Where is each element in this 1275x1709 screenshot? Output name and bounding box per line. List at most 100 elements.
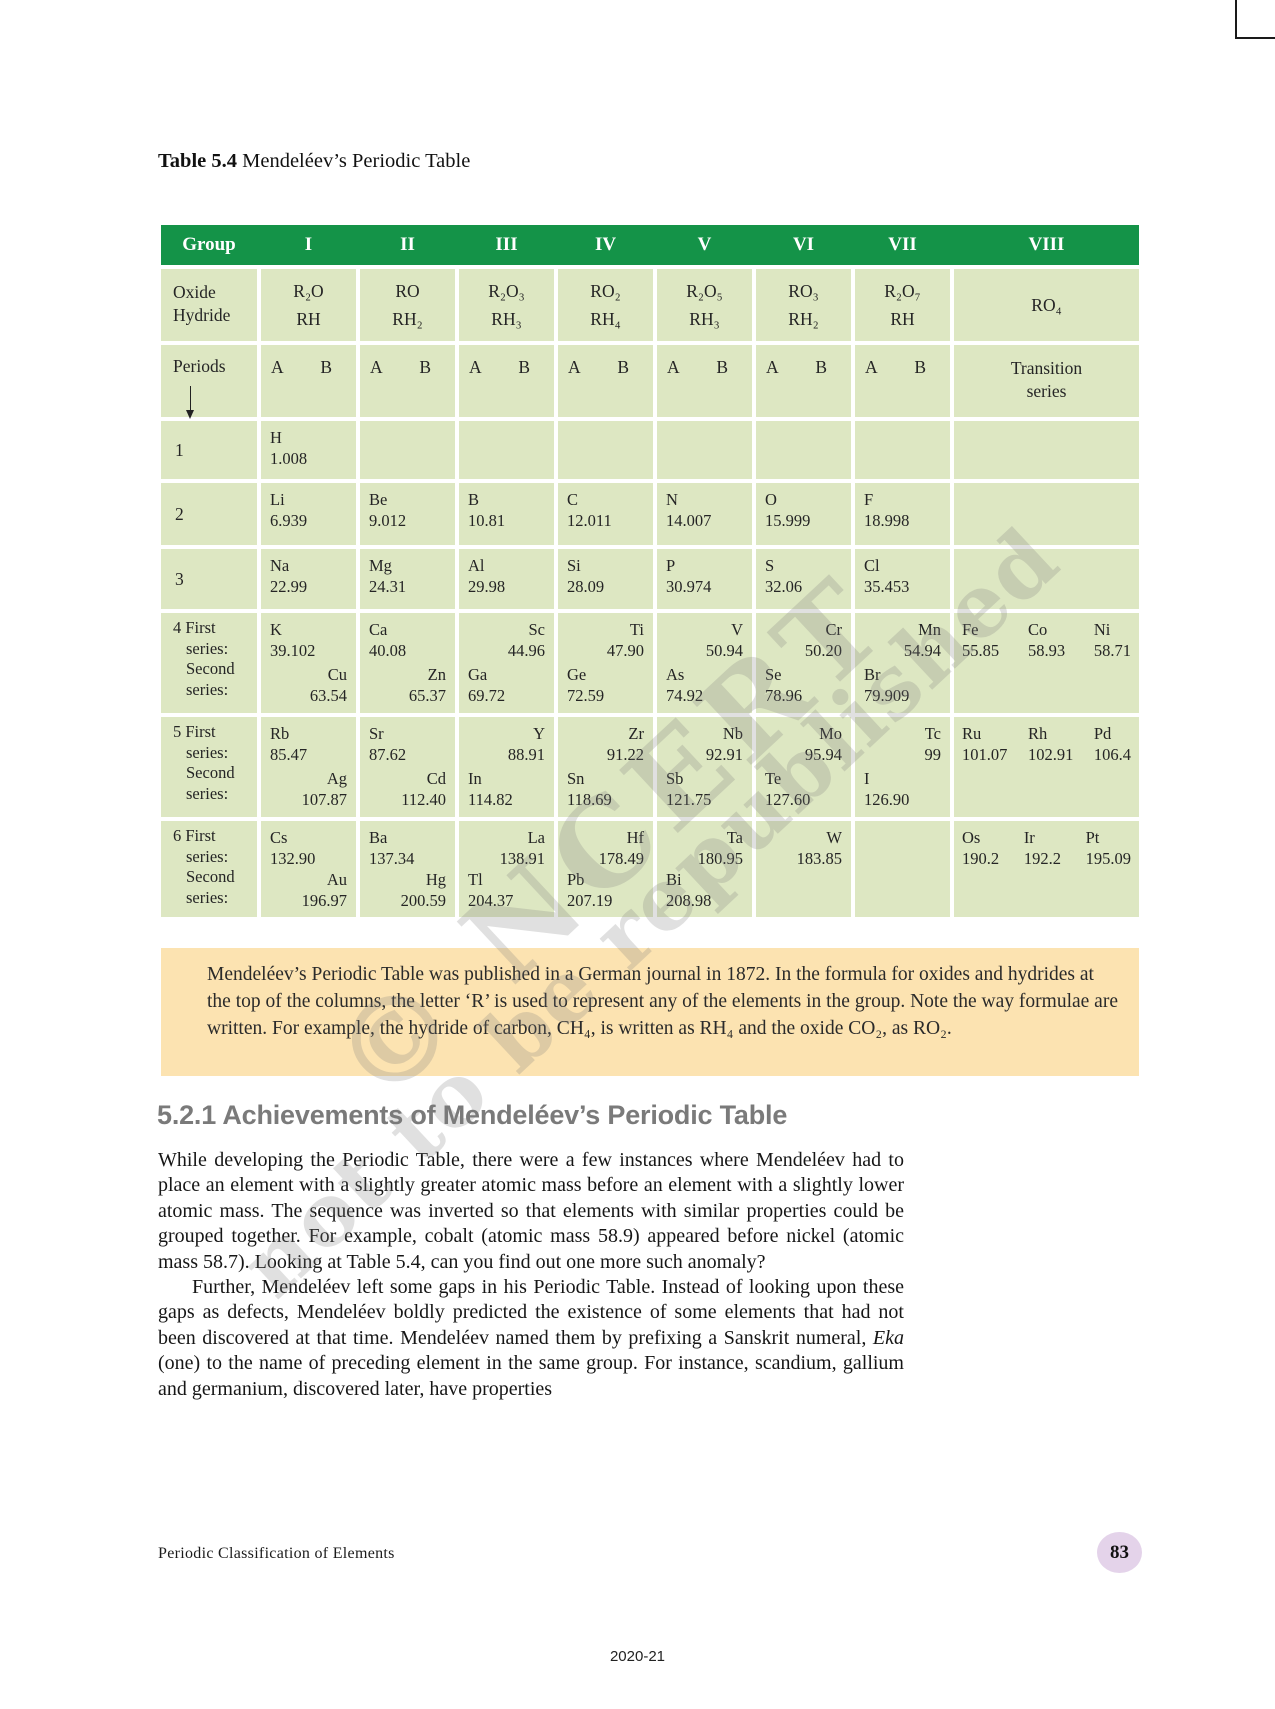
element-mass: 102.91 [1027,745,1074,764]
row-label-line: Oxide [173,282,216,302]
element-entry: Ta 180.95 [698,827,743,869]
element-entry: Fe 55.85 [962,619,999,661]
period-label-line: series: [186,783,229,803]
element-mass: 121.75 [666,790,712,809]
element-symbol: N [666,490,678,509]
element-entry: Te 127.60 [765,768,810,810]
element-cell: Ba 137.34 Hg 200.59 [360,821,455,917]
element-cell: Mo 95.94 Te 127.60 [756,717,851,817]
subgroup-b-label: B [815,357,827,377]
element-entry: Au 196.97 [302,869,347,911]
element-symbol: As [666,665,685,684]
group8-elements-cell: Ru 101.07 Rh 102.91 Pd 106.4 [954,717,1139,817]
element-mass: 200.59 [400,891,446,910]
element-symbol: Cd [426,769,446,788]
element-mass: 95.94 [804,745,842,764]
element-cell: Ca 40.08 Zn 65.37 [360,613,455,713]
element-mass: 50.20 [804,641,842,660]
paragraph-text: (one) to the name of preceding element i… [158,1352,904,1400]
element-cell: F 18.998 [855,483,950,545]
period-label-cell: 2 [161,483,257,545]
element-entry: Nb 92.91 [706,723,743,765]
oxide-hydride-formula-cell: RO₂ RH₄ [558,269,653,341]
italic-term: Eka [872,1326,904,1349]
element-entry: Pd 106.4 [1094,723,1131,765]
period-label-line: 2 [175,503,184,524]
element-mass: 22.99 [270,577,308,596]
element-symbol: Ba [369,828,388,847]
element-symbol: Y [533,724,545,743]
empty-cell [360,421,455,479]
element-entry: Mn 54.94 [904,619,941,661]
oxide-formula: R₂O₃ [488,280,525,301]
subgroup-b-label: B [914,357,926,377]
element-mass: 106.4 [1093,745,1131,764]
element-entry: Sr 87.62 [369,723,406,765]
transition-series-label-line: series [1026,381,1067,401]
element-entry: Hg 200.59 [401,869,446,911]
element-mass: 10.81 [468,511,506,530]
period-label-line: series: [186,846,229,866]
period-label-line: Second [186,867,235,886]
element-symbol: C [567,490,579,509]
element-entry: Ag 107.87 [302,768,347,810]
element-mass: 91.22 [606,745,644,764]
element-entry: Hf 178.49 [599,827,644,869]
group8-elements-cell: Fe 55.85 Co 58.93 Ni 58.71 [954,613,1139,713]
empty-cell [657,421,752,479]
subgroup-a-label: A [469,357,482,377]
group-header-vi: VI [792,234,815,255]
subgroup-b-label: B [617,357,629,377]
element-entry: Cl 35.453 [864,555,909,597]
element-mass: 35.453 [864,577,910,596]
element-mass: 99 [924,745,942,764]
element-entry: Cd 112.40 [401,768,446,810]
empty-cell [459,421,554,479]
element-mass: 32.06 [765,577,803,596]
oxide-hydride-formula-cell: R₂O₅ RH₃ [657,269,752,341]
element-symbol: Te [765,769,782,788]
element-symbol: Mo [819,724,842,743]
element-mass: 112.40 [401,790,446,809]
period-label-line: series: [186,679,229,699]
oxide-formula: R₂O₅ [686,280,723,301]
element-mass: 183.85 [796,849,842,868]
oxide-hydride-formula-cell: RO RH₂ [360,269,455,341]
element-entry: B 10.81 [468,489,505,531]
element-symbol: Ni [1093,620,1111,639]
element-symbol: Bi [666,870,682,889]
element-mass: 74.92 [666,686,704,705]
element-symbol: Pt [1085,828,1100,847]
table-header-row: Group I II III IV V VI VII VIII [161,225,1139,265]
element-mass: 208.98 [666,891,712,910]
subgroup-b-label: B [518,357,530,377]
element-mass: 54.94 [903,641,941,660]
element-symbol: Ga [468,665,488,684]
element-cell: Be 9.012 [360,483,455,545]
element-mass: 39.102 [270,641,316,660]
element-symbol: Mg [369,556,392,575]
element-mass: 207.19 [567,891,613,910]
period-label-cell: 1 [161,421,257,479]
period-label-cell: 3 [161,549,257,609]
element-entry: Os 190.2 [962,827,999,869]
oxide-formula: R₂O₇ [884,280,921,301]
element-cell: Y 88.91 In 114.82 [459,717,554,817]
group8-elements-cell [954,421,1139,479]
element-cell: La 138.91 Tl 204.37 [459,821,554,917]
section-heading: 5.2.1 Achievements of Mendeléev’s Period… [157,1100,788,1130]
element-entry: Pb 207.19 [567,869,612,911]
element-symbol: Zr [628,724,644,743]
subgroup-a-label: A [865,357,878,377]
element-cell: C 12.011 [558,483,653,545]
element-symbol: Au [326,870,347,889]
periods-label: Periods [173,356,226,376]
element-entry: Mo 95.94 [805,723,842,765]
element-entry: Li 6.939 [270,489,307,531]
element-mass: 44.96 [507,641,545,660]
element-cell: O 15.999 [756,483,851,545]
element-symbol: Br [864,665,881,684]
